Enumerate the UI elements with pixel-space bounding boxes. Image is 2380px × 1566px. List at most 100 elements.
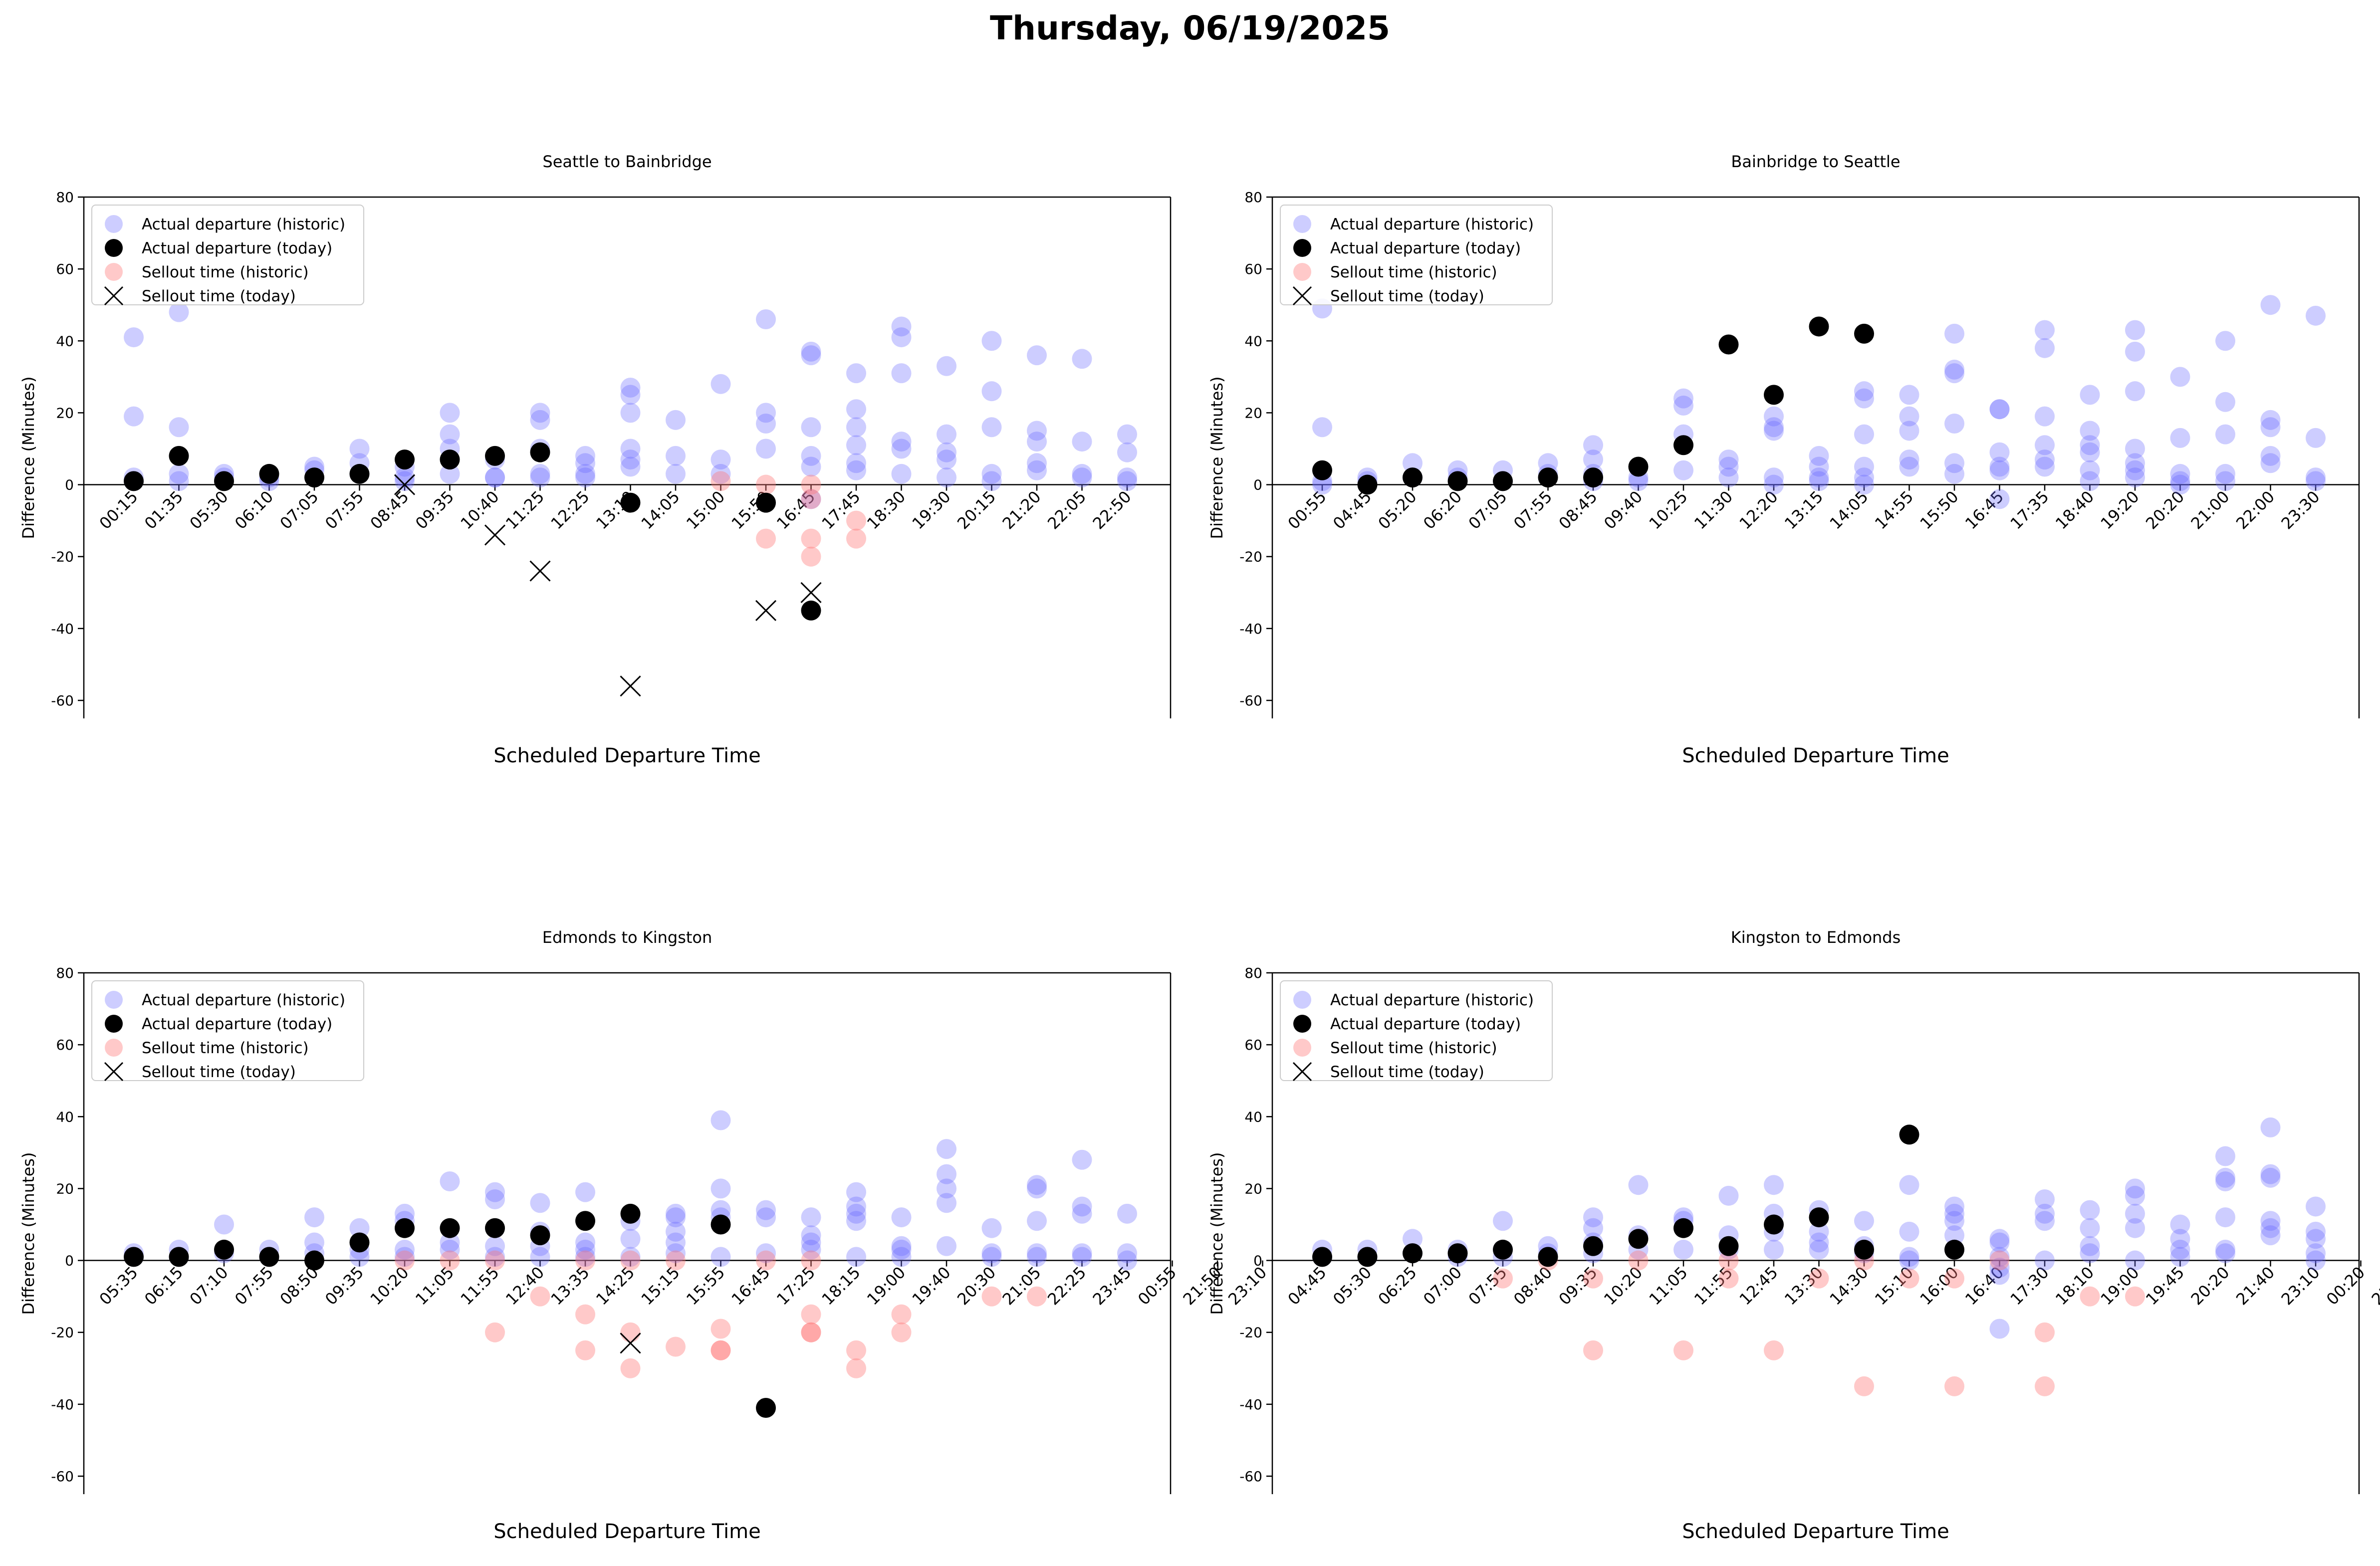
historic-sellout-point bbox=[1809, 1268, 1829, 1289]
historic-actual-point bbox=[1944, 1196, 1964, 1217]
x-tick-label: 05:35 bbox=[96, 1263, 142, 1309]
historic-actual-point bbox=[530, 403, 550, 423]
y-tick-label: -20 bbox=[1239, 1325, 1262, 1341]
historic-actual-point bbox=[1027, 453, 1047, 473]
historic-actual-point bbox=[1072, 1149, 1092, 1170]
historic-sellout-point bbox=[1583, 1340, 1603, 1360]
historic-actual-point bbox=[2306, 428, 2326, 448]
historic-actual-point bbox=[575, 446, 595, 466]
legend-label: Sellout time (historic) bbox=[1330, 263, 1497, 281]
historic-sellout-point bbox=[711, 1319, 731, 1339]
today-actual-point bbox=[124, 471, 144, 491]
historic-actual-point bbox=[937, 467, 956, 488]
today-actual-point bbox=[1357, 474, 1378, 495]
x-tick-label: 06:10 bbox=[231, 487, 277, 533]
today-actual-point bbox=[440, 1218, 460, 1238]
x-tick-label: 07:05 bbox=[276, 487, 322, 533]
historic-actual-point bbox=[1312, 474, 1332, 495]
historic-actual-point bbox=[1944, 323, 1964, 344]
x-tick-label: 06:25 bbox=[1375, 1263, 1421, 1309]
historic-actual-point bbox=[2215, 1239, 2235, 1260]
historic-actual-point bbox=[891, 463, 912, 484]
today-actual-point bbox=[1718, 334, 1739, 355]
x-tick-label: 20:15 bbox=[953, 487, 999, 533]
historic-actual-point bbox=[395, 1247, 415, 1267]
historic-actual-point bbox=[2125, 381, 2145, 402]
historic-actual-point bbox=[2035, 1250, 2055, 1271]
historic-actual-point bbox=[1403, 453, 1423, 473]
chart-panel-3: Edmonds to Kingston -60 -40 -20 0 20 40 60 80 05:… bbox=[19, 928, 1270, 1543]
historic-actual-point bbox=[1072, 1247, 1092, 1267]
historic-actual-point bbox=[981, 1247, 1002, 1267]
historic-actual-point bbox=[1072, 1243, 1092, 1264]
historic-actual-point bbox=[1989, 460, 2010, 480]
historic-actual-point bbox=[1854, 424, 1874, 445]
historic-actual-point bbox=[1899, 1250, 1919, 1271]
historic-actual-point bbox=[1764, 474, 1784, 495]
y-tick-label: 40 bbox=[1244, 1109, 1262, 1125]
historic-actual-point bbox=[711, 1178, 731, 1199]
today-actual-point bbox=[1764, 1214, 1784, 1235]
x-axis-label: Scheduled Departure Time bbox=[493, 1520, 761, 1543]
historic-actual-point bbox=[1809, 1239, 1829, 1260]
x-tick-label: 11:05 bbox=[1646, 1263, 1691, 1309]
historic-sellout-point bbox=[2125, 1286, 2145, 1307]
historic-actual-point bbox=[937, 1139, 956, 1159]
historic-actual-point bbox=[1899, 449, 1919, 470]
subplot-title: Seattle to Bainbridge bbox=[542, 152, 712, 171]
legend-marker-today-sellout bbox=[104, 1062, 124, 1082]
historic-actual-point bbox=[2260, 295, 2281, 315]
historic-sellout-point bbox=[2035, 1322, 2055, 1342]
today-actual-point bbox=[214, 471, 234, 491]
historic-sellout-point bbox=[1493, 1268, 1513, 1289]
historic-actual-point bbox=[666, 446, 686, 466]
historic-sellout-point bbox=[846, 528, 866, 549]
historic-actual-point bbox=[846, 1182, 866, 1202]
historic-actual-point bbox=[756, 1243, 776, 1264]
historic-actual-point bbox=[2125, 1178, 2145, 1199]
today-actual-point bbox=[1447, 471, 1468, 491]
historic-actual-point bbox=[801, 1207, 821, 1228]
historic-actual-point bbox=[1899, 456, 1919, 477]
today-actual-point bbox=[530, 442, 550, 462]
historic-actual-point bbox=[349, 1247, 370, 1267]
historic-actual-point bbox=[395, 1203, 415, 1224]
y-tick-label: 20 bbox=[1244, 1180, 1262, 1197]
historic-actual-point bbox=[937, 1193, 956, 1213]
today-actual-point bbox=[1403, 467, 1423, 488]
historic-actual-point bbox=[801, 341, 821, 362]
historic-actual-point bbox=[2170, 1247, 2190, 1267]
historic-actual-point bbox=[2260, 417, 2281, 438]
x-tick-label: 08:45 bbox=[1555, 487, 1601, 533]
historic-actual-point bbox=[1764, 417, 1784, 438]
historic-actual-point bbox=[1027, 1247, 1047, 1267]
x-tick-label: 14:55 bbox=[1871, 487, 1917, 533]
historic-actual-point bbox=[801, 417, 821, 438]
historic-actual-point bbox=[937, 356, 956, 376]
historic-actual-point bbox=[2215, 1207, 2235, 1228]
historic-sellout-point bbox=[620, 1322, 641, 1342]
historic-sellout-point bbox=[756, 1250, 776, 1271]
historic-actual-point bbox=[846, 453, 866, 473]
historic-actual-point bbox=[1718, 449, 1739, 470]
historic-actual-point bbox=[1944, 414, 1964, 434]
legend-marker-historic-sellout bbox=[1293, 1039, 1311, 1057]
historic-actual-point bbox=[1403, 1229, 1423, 1249]
historic-actual-point bbox=[169, 302, 189, 322]
historic-actual-point bbox=[981, 463, 1002, 484]
historic-sellout-point bbox=[891, 1304, 912, 1325]
historic-actual-point bbox=[2306, 1229, 2326, 1249]
x-tick-label: 19:20 bbox=[2097, 487, 2143, 533]
historic-actual-point bbox=[124, 406, 144, 427]
historic-sellout-point bbox=[711, 1340, 731, 1360]
legend-label: Sellout time (historic) bbox=[142, 263, 309, 281]
today-actual-point bbox=[711, 1214, 731, 1235]
today-actual-point bbox=[1538, 1247, 1558, 1267]
historic-actual-point bbox=[2080, 442, 2100, 462]
legend-label: Actual departure (historic) bbox=[142, 216, 345, 233]
historic-actual-point bbox=[1117, 471, 1137, 491]
x-tick-label: 19:00 bbox=[863, 1263, 909, 1309]
y-tick-label: -40 bbox=[1239, 1396, 1262, 1413]
today-actual-point bbox=[440, 449, 460, 470]
historic-sellout-point bbox=[395, 1250, 415, 1271]
